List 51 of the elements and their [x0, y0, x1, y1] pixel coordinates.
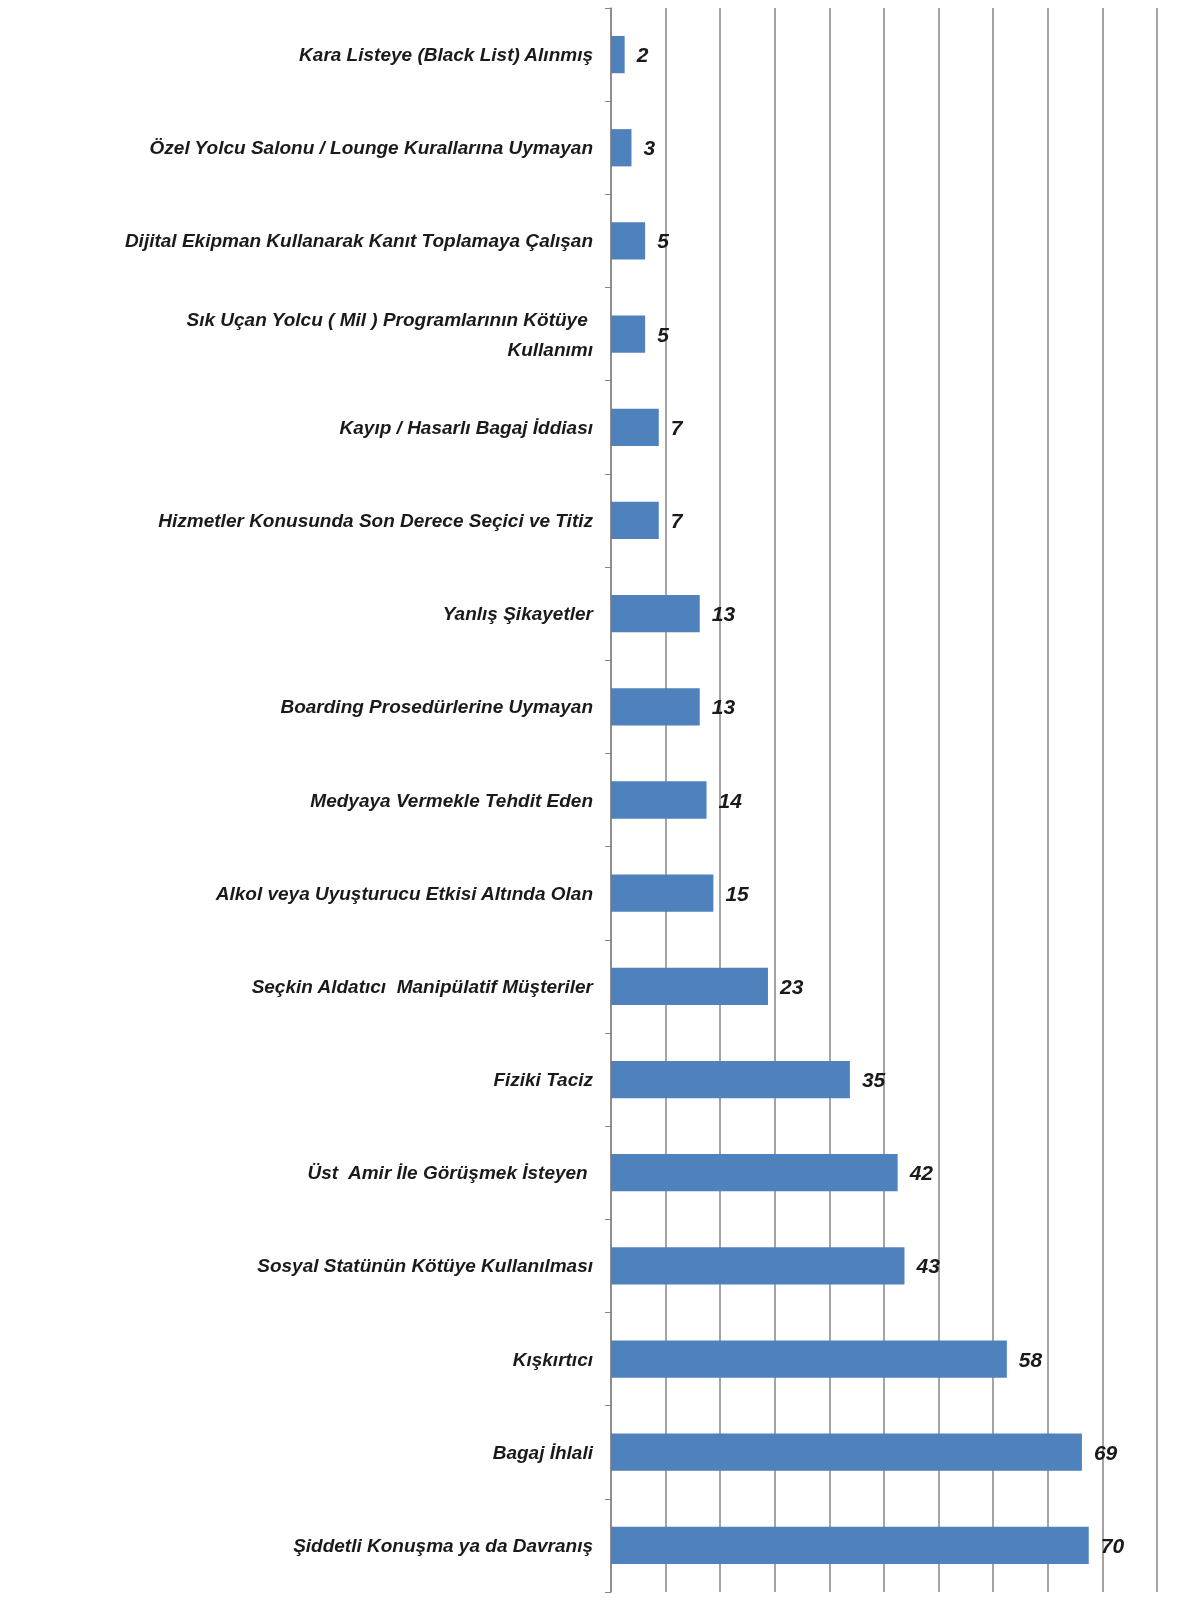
bar: [611, 129, 632, 167]
y-tick-label: Bagaj İhlali: [492, 1441, 594, 1463]
y-tick-label: Yanlış Şikayetler: [442, 603, 595, 625]
data-label: 43: [915, 1254, 941, 1278]
bar: [611, 688, 700, 726]
data-label: 70: [1100, 1533, 1125, 1557]
bar: [611, 315, 646, 353]
bar: [611, 1247, 905, 1285]
data-label: 5: [657, 229, 670, 253]
data-label: 23: [778, 974, 804, 998]
bar: [611, 222, 646, 260]
y-tick-label: Boarding Prosedürlerine Uymayan: [280, 696, 593, 718]
y-tick-label: Seçkin Aldatıcı Manipülatif Müşteriler: [251, 975, 595, 997]
y-tick-label: Hizmetler Konusunda Son Derece Seçici ve Titiz: [158, 509, 594, 531]
data-label: 15: [725, 881, 750, 905]
y-tick-label: Dijital Ekipman Kullanarak Kanıt Toplamaya Çalışan: [124, 230, 593, 252]
y-tick-label: Kayıp / Hasarlı Bagaj İddiası: [339, 416, 593, 438]
y-tick-label: Medyaya Vermekle Tehdit Eden: [310, 789, 593, 811]
y-tick-label: Fiziki Taciz: [493, 1069, 594, 1091]
data-label: 35: [861, 1068, 886, 1092]
data-label: 69: [1093, 1440, 1118, 1464]
y-tick-label: Kara Listeye (Black List) Alınmış: [299, 44, 593, 66]
bar: [611, 501, 659, 540]
data-label: 14: [718, 788, 743, 812]
bar: [611, 874, 714, 912]
bar: [611, 781, 707, 819]
y-tick-label: Özel Yolcu Salonu / Lounge Kurallarına Uymayan: [149, 137, 593, 159]
y-tick-label: Sosyal Statünün Kötüye Kullanılması: [257, 1255, 593, 1277]
y-tick-label: Alkol veya Uyuşturucu Etkisi Altında Olan: [214, 882, 593, 904]
bar: [611, 595, 700, 633]
bar: [611, 1060, 850, 1099]
data-label: 13: [711, 695, 736, 719]
data-label: 13: [711, 602, 736, 626]
bar: [611, 408, 659, 446]
data-label: 3: [643, 136, 656, 160]
bar: [611, 1154, 898, 1192]
y-tick-label: Üst Amir İle Görüşmek İsteyen: [307, 1162, 593, 1184]
data-label: 58: [1018, 1347, 1043, 1371]
bar: [611, 967, 768, 1005]
bar: [611, 1433, 1082, 1471]
y-tick-label: Kışkırtıcı: [512, 1348, 593, 1370]
data-label: 2: [635, 43, 649, 67]
data-label: 7: [670, 415, 684, 439]
y-tick-label: Şiddetli Konuşma ya da Davranış: [293, 1534, 593, 1556]
y-tick-label: Sık Uçan Yolcu ( Mil ) Programlarının Kötüye Kullanımı: [186, 308, 593, 360]
bar: [611, 1340, 1007, 1378]
data-label: 7: [670, 508, 684, 532]
bar: [611, 1526, 1089, 1565]
data-label: 5: [657, 322, 670, 346]
bar: [611, 35, 625, 74]
data-label: 42: [908, 1161, 934, 1185]
